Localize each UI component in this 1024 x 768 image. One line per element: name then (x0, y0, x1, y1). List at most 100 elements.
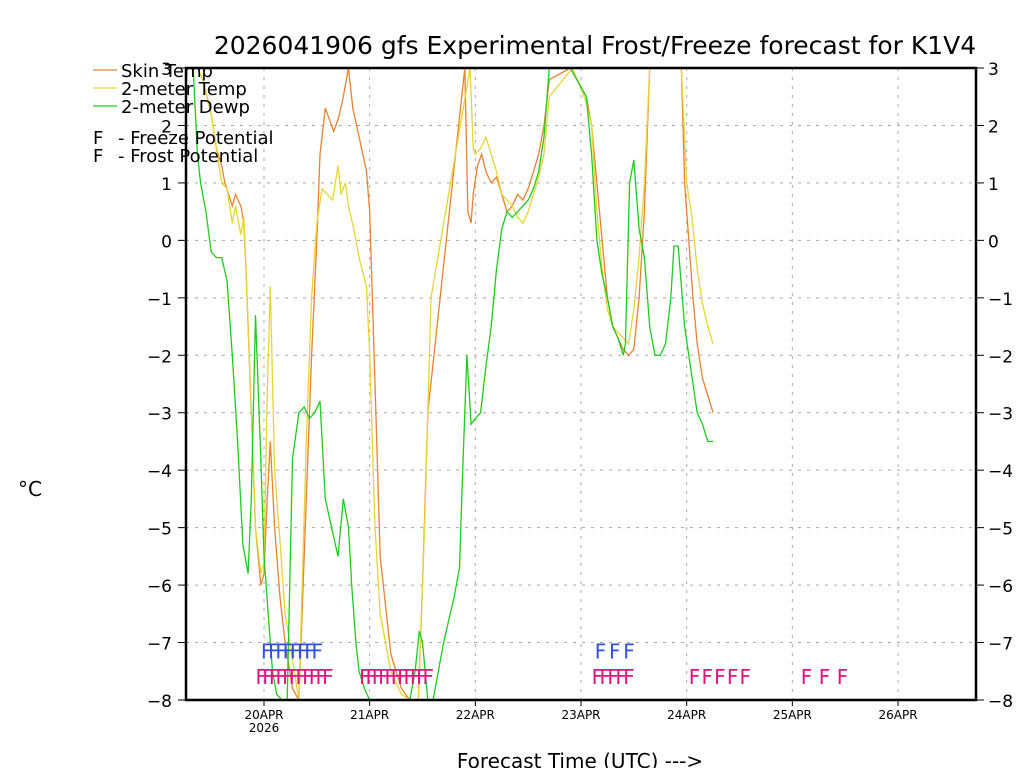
freeze-potential-marker: F (423, 665, 435, 689)
legend-marker-symbol: F (93, 128, 103, 149)
freeze-potential-marker: F (701, 665, 713, 689)
y-axis-left: 3 2 1 0 −1 −2 −3 −4 −5 −6 −7 −8 (147, 60, 186, 712)
freeze-potential-marker: F (276, 665, 288, 689)
x-tick-label: 24APR (667, 708, 706, 722)
frost-potential-marker: F (595, 639, 607, 663)
freeze-potential-marker: F (289, 665, 301, 689)
freeze-potential-marker: F (615, 665, 627, 689)
y-axis-label: °C (18, 477, 42, 501)
y-tick-label: 0 (161, 232, 172, 252)
series-skin-temp (196, 68, 714, 700)
freeze-potential-marker: F (295, 665, 307, 689)
x-tick-label: 26APR (878, 708, 917, 722)
plot-frame (184, 66, 978, 702)
y-tick-label: 3 (161, 60, 172, 80)
chart-title: 2026041906 gfs Experimental Frost/Freeze… (214, 31, 976, 60)
freeze-potential-marker: F (600, 665, 612, 689)
x-axis-label: Forecast Time (UTC) ---> (457, 749, 703, 768)
freeze-potential-marker: F (592, 665, 604, 689)
y-tick-label: −1 (147, 290, 172, 310)
y-tick-label: 2 (161, 117, 172, 137)
frost-potential-marker: F (268, 639, 280, 663)
freeze-potential-marker: F (315, 665, 327, 689)
y-tick-label: −4 (988, 462, 1013, 482)
freeze-potential-marker: F (607, 665, 619, 689)
series-2-meter-temp (196, 68, 714, 700)
frost-potential-marker: F (312, 639, 324, 663)
freeze-potential-marker: F (623, 665, 635, 689)
frost-potential-marker: F (290, 639, 302, 663)
frost-potential-marker: F (297, 639, 309, 663)
y-tick-label: −8 (147, 692, 172, 712)
legend-marker-symbol: F (93, 146, 103, 167)
freeze-potential-marker: F (801, 665, 813, 689)
y-tick-label: −1 (988, 290, 1013, 310)
y-tick-label: 1 (161, 175, 172, 195)
freeze-potential-marker: F (689, 665, 701, 689)
freeze-potential-marker: F (269, 665, 281, 689)
legend-entry: Skin Temp (121, 61, 213, 82)
freeze-potential-marker: F (359, 665, 371, 689)
freeze-potential-marker: F (397, 665, 409, 689)
freeze-potential-marker: F (282, 665, 294, 689)
frost-potential-marker: F (283, 639, 295, 663)
x-tick-label: 23APR (561, 708, 600, 722)
y-tick-label: −6 (147, 577, 172, 597)
frost-potential-marker: F (275, 639, 287, 663)
freeze-potential-marker: F (410, 665, 422, 689)
frost-potential-marker: F (304, 639, 316, 663)
y-tick-label: −2 (147, 347, 172, 367)
grid (186, 67, 976, 701)
freeze-potential-marker: F (384, 665, 396, 689)
series-lines (192, 68, 714, 700)
freeze-potential-marker: F (262, 665, 274, 689)
legend-marker-text: - Frost Potential (118, 146, 258, 167)
legend-marker-text: - Freeze Potential (118, 128, 274, 149)
freeze-potential-marker: F (391, 665, 403, 689)
y-axis-right: 3 2 1 0 −1 −2 −3 −4 −5 −6 −7 −8 (976, 60, 1013, 712)
y-tick-label: −8 (988, 692, 1013, 712)
y-tick-label: 1 (988, 175, 999, 195)
x-tick-label: 21APR (350, 708, 389, 722)
y-tick-label: 0 (988, 232, 999, 252)
freeze-potential-marker: F (256, 665, 268, 689)
freeze-potential-marker: F (416, 665, 428, 689)
freeze-potential-marker: F (372, 665, 384, 689)
x-tick-label: 20APR (244, 708, 283, 722)
freeze-potential-marker: F (819, 665, 831, 689)
freeze-potential-marker: F (302, 665, 314, 689)
y-tick-label: 3 (988, 60, 999, 80)
freeze-potential-marker: F (309, 665, 321, 689)
y-tick-label: 2 (988, 117, 999, 137)
freeze-potential-marker: F (727, 665, 739, 689)
frost-potential-marker: F (609, 639, 621, 663)
y-tick-label: −3 (147, 405, 172, 425)
x-tick-sublabel: 2026 (249, 721, 280, 735)
frost-potential-marker: F (261, 639, 273, 663)
x-tick-label: 25APR (773, 708, 812, 722)
freeze-potential-marker: F (378, 665, 390, 689)
y-tick-label: −4 (147, 462, 172, 482)
y-tick-label: −3 (988, 405, 1013, 425)
freeze-potential-marker: F (837, 665, 849, 689)
x-tick-label: 22APR (456, 708, 495, 722)
frost-potential-marker: F (623, 639, 635, 663)
y-tick-label: −6 (988, 577, 1013, 597)
legend-entry: 2-meter Dewp (121, 97, 250, 118)
freeze-potential-marker: F (714, 665, 726, 689)
freeze-potential-marker: F (740, 665, 752, 689)
freeze-potential-marker: F (322, 665, 334, 689)
freeze-potential-marker: F (365, 665, 377, 689)
series-2-meter-dewp (192, 68, 714, 700)
freeze-potential-marker: F (403, 665, 415, 689)
legend-entry: 2-meter Temp (121, 79, 247, 100)
y-tick-label: −2 (988, 347, 1013, 367)
y-tick-label: −7 (147, 635, 172, 655)
y-tick-label: −5 (147, 520, 172, 540)
y-tick-label: −7 (988, 635, 1013, 655)
y-tick-label: −5 (988, 520, 1013, 540)
